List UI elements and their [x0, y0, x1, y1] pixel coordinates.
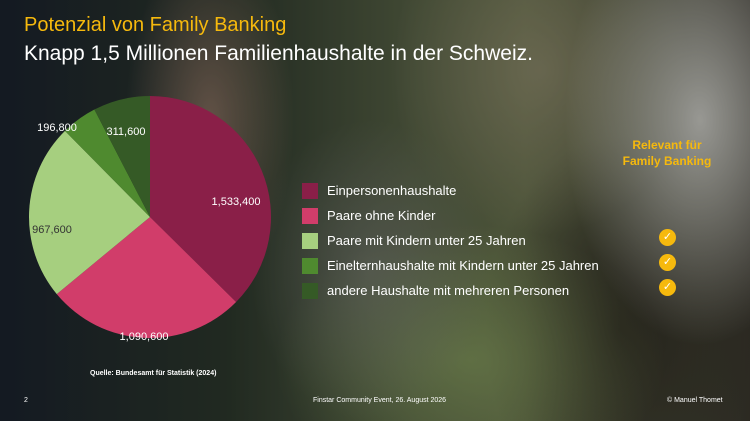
- pie-slice-andere-haushalte: [94, 96, 150, 217]
- relevant-heading: Relevant für Family Banking: [604, 137, 730, 169]
- legend-swatch: [302, 257, 318, 274]
- legend-label: Einpersonenhaushalte: [327, 183, 457, 198]
- pie-slice-paare-ohne-kinder: [56, 217, 237, 338]
- slide-subtitle: Knapp 1,5 Millionen Familienhaushalte in…: [24, 42, 533, 65]
- legend-item-andere-haushalte: andere Haushalte mit mehreren Personen: [302, 278, 599, 303]
- legend-label: Paare ohne Kinder: [327, 208, 436, 223]
- relevant-heading-line2: Family Banking: [622, 154, 712, 168]
- page-number: 2: [24, 397, 28, 404]
- pie-value-label: 1,533,400: [212, 196, 261, 208]
- pie-chart: 1,533,400 1,090,600 967,600 196,800 311,600: [28, 96, 271, 343]
- pie-slice-paare-mit-kindern: [28, 130, 150, 295]
- legend-label: Paare mit Kindern unter 25 Jahren: [327, 233, 526, 248]
- pie-value-label: 196,800: [37, 122, 77, 134]
- legend-swatch: [302, 182, 318, 199]
- check-icon: ✓: [659, 254, 676, 271]
- pie-value-label: 967,600: [32, 224, 72, 236]
- legend-label: andere Haushalte mit mehreren Personen: [327, 283, 570, 298]
- legend-item-paare-mit-kindern: Paare mit Kindern unter 25 Jahren: [302, 228, 599, 253]
- legend-swatch: [302, 232, 318, 249]
- source-note: Quelle: Bundesamt für Statistik (2024): [90, 370, 217, 377]
- pie-slice-einelternhaushalte: [64, 109, 150, 217]
- pie-value-label: 1,090,600: [120, 331, 169, 343]
- legend-item-einelternhaushalte: Einelternhaushalte mit Kindern unter 25 …: [302, 253, 599, 278]
- chart-legend: Einpersonenhaushalte Paare ohne Kinder P…: [302, 178, 599, 303]
- legend-label: Einelternhaushalte mit Kindern unter 25 …: [327, 258, 599, 273]
- footer-event: Finstar Community Event, 26. August 2026: [313, 397, 447, 404]
- legend-item-einpersonenhaushalte: Einpersonenhaushalte: [302, 178, 599, 203]
- check-icon: ✓: [659, 229, 676, 246]
- slide-title: Potenzial von Family Banking: [24, 14, 287, 36]
- relevant-heading-line1: Relevant für: [632, 138, 702, 152]
- check-icon: ✓: [659, 279, 676, 296]
- pie-slice-einpersonenhaushalte: [150, 96, 271, 303]
- legend-swatch: [302, 282, 318, 299]
- pie-value-label: 311,600: [107, 126, 146, 138]
- legend-swatch: [302, 207, 318, 224]
- legend-item-paare-ohne-kinder: Paare ohne Kinder: [302, 203, 599, 228]
- footer-copyright: © Manuel Thomet: [667, 397, 723, 404]
